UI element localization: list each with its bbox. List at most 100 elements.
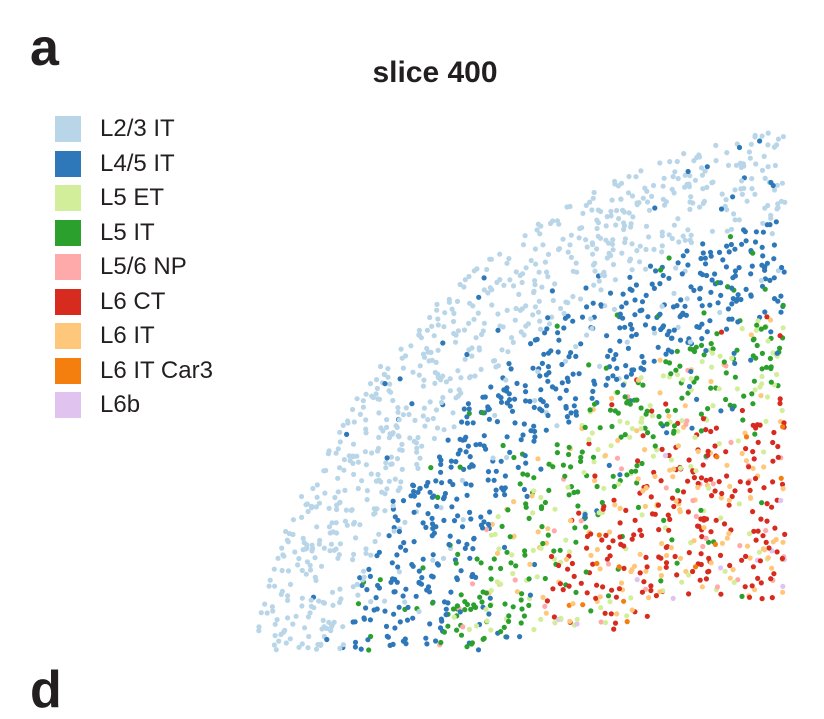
data-point xyxy=(461,284,467,290)
data-point xyxy=(313,504,319,510)
data-point xyxy=(296,556,302,562)
data-point xyxy=(716,249,723,255)
data-point xyxy=(780,486,786,492)
data-point xyxy=(682,403,688,409)
data-point xyxy=(657,589,663,595)
data-point xyxy=(511,396,518,402)
chart-title: slice 400 xyxy=(372,56,498,89)
data-point xyxy=(713,158,719,164)
data-point xyxy=(710,481,716,487)
data-point xyxy=(718,329,725,335)
data-point xyxy=(516,291,522,297)
data-point xyxy=(363,391,369,397)
data-point xyxy=(357,522,363,528)
data-point xyxy=(648,494,654,500)
data-point xyxy=(747,555,753,561)
data-point xyxy=(643,568,649,574)
data-point xyxy=(393,423,399,429)
data-point xyxy=(584,533,591,540)
data-point xyxy=(568,254,575,260)
data-point xyxy=(702,255,708,261)
data-point xyxy=(726,316,732,322)
data-point xyxy=(312,555,318,561)
data-point xyxy=(781,269,787,275)
data-point xyxy=(427,314,433,321)
data-point xyxy=(269,604,275,610)
data-point xyxy=(550,464,556,470)
data-point xyxy=(467,454,473,460)
data-point xyxy=(583,202,589,208)
data-point xyxy=(633,468,639,474)
data-point xyxy=(474,266,480,272)
data-point xyxy=(326,524,332,530)
data-point xyxy=(684,296,690,302)
data-point xyxy=(568,464,574,470)
data-point xyxy=(430,415,436,422)
data-point xyxy=(567,618,573,624)
data-point xyxy=(644,613,650,619)
data-point xyxy=(718,408,724,414)
data-point xyxy=(587,407,593,413)
data-point xyxy=(628,595,634,601)
data-point xyxy=(762,547,768,553)
data-point xyxy=(649,193,655,199)
data-point xyxy=(513,563,519,569)
data-point xyxy=(633,282,640,288)
data-point xyxy=(553,386,559,392)
data-point xyxy=(461,406,467,412)
data-point xyxy=(400,365,406,371)
data-point xyxy=(454,627,460,633)
data-point xyxy=(404,617,411,623)
data-point xyxy=(554,423,560,429)
data-point xyxy=(416,372,422,378)
data-point xyxy=(498,629,504,635)
data-point xyxy=(355,601,362,607)
data-point xyxy=(655,344,661,350)
data-point xyxy=(552,281,558,287)
data-point xyxy=(373,595,379,601)
data-point xyxy=(777,333,783,339)
data-point xyxy=(724,535,731,541)
data-point xyxy=(754,322,760,328)
data-point xyxy=(689,425,695,431)
data-point xyxy=(532,304,539,310)
data-point xyxy=(273,647,279,653)
data-point xyxy=(438,505,444,511)
data-point xyxy=(388,454,394,460)
data-point xyxy=(750,509,756,515)
data-point xyxy=(293,613,299,619)
data-point xyxy=(664,430,670,436)
data-point xyxy=(610,473,616,479)
data-point xyxy=(466,273,472,280)
data-point xyxy=(743,458,750,464)
data-point xyxy=(487,602,493,609)
data-point xyxy=(430,552,436,558)
data-point xyxy=(699,321,705,327)
legend-label: L5 ET xyxy=(100,184,165,212)
data-point xyxy=(701,525,707,531)
data-point xyxy=(660,183,666,189)
data-point xyxy=(542,259,549,265)
data-point xyxy=(611,483,618,490)
data-point xyxy=(699,272,706,278)
data-point xyxy=(710,403,716,409)
data-point xyxy=(644,199,651,205)
data-point xyxy=(612,502,618,508)
data-point xyxy=(673,265,679,271)
data-point xyxy=(707,318,713,324)
data-point xyxy=(769,231,775,237)
data-point xyxy=(687,173,693,179)
data-point xyxy=(340,422,346,428)
data-point xyxy=(708,476,714,482)
data-point xyxy=(744,198,750,204)
data-point xyxy=(409,401,415,407)
data-point xyxy=(751,456,757,462)
data-point xyxy=(718,495,724,501)
data-point xyxy=(589,430,595,436)
data-point xyxy=(462,599,468,605)
data-point xyxy=(660,373,667,379)
data-point xyxy=(701,352,707,358)
data-point xyxy=(518,597,524,603)
data-point xyxy=(611,356,617,362)
data-point xyxy=(567,518,574,524)
